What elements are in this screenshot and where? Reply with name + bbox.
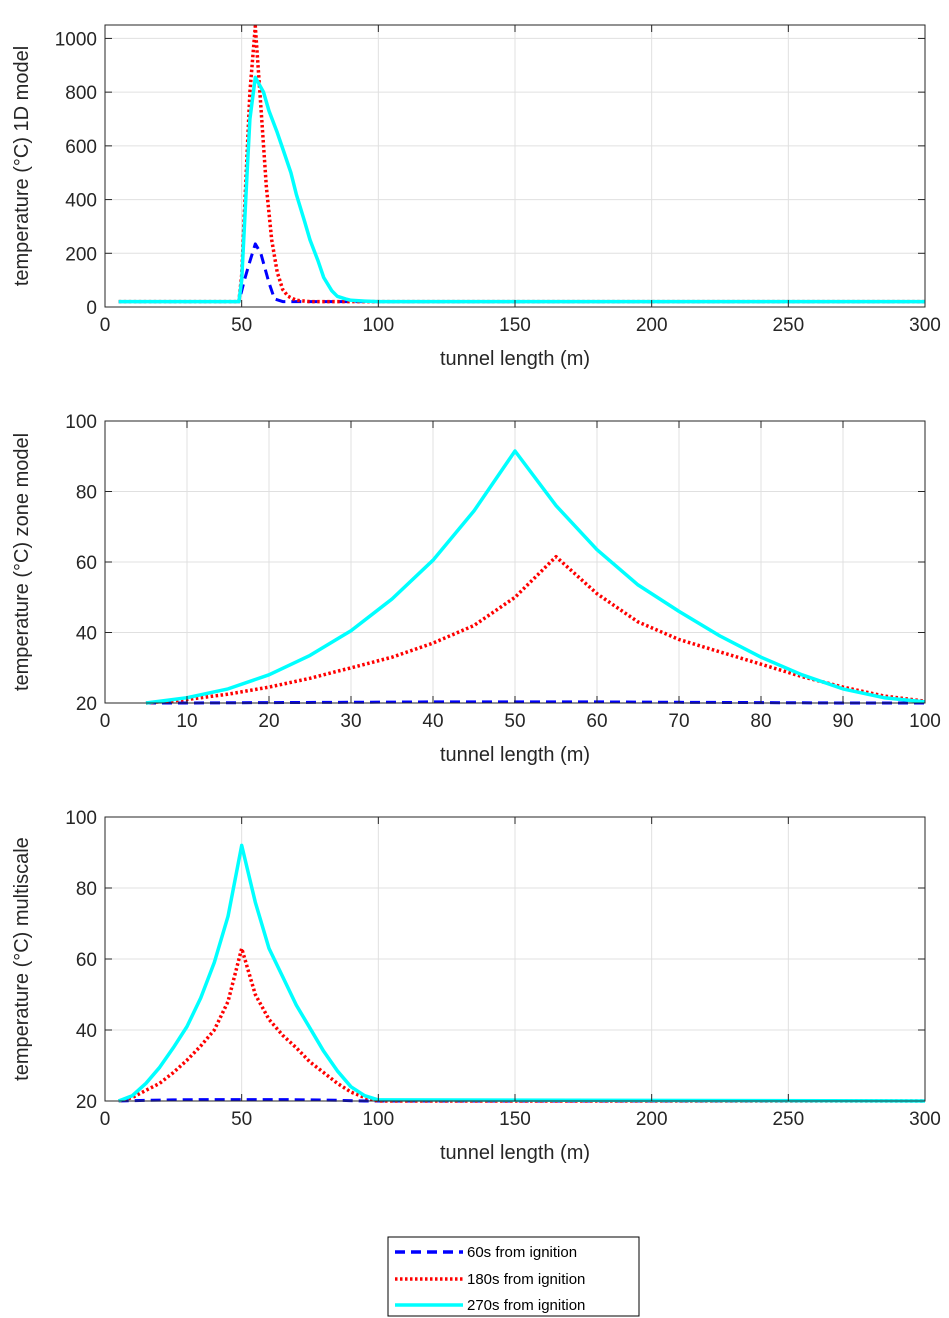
x-tick-label: 50 — [231, 315, 252, 336]
series-line-2 — [118, 24, 925, 304]
x-tick-label: 200 — [636, 1109, 668, 1130]
x-axis-label: tunnel length (m) — [440, 348, 590, 370]
y-tick-label: 80 — [76, 879, 97, 900]
y-tick-label: 1000 — [55, 29, 97, 50]
y-axis-label: temperature (°C) zone model — [11, 433, 33, 691]
x-tick-label: 300 — [909, 1109, 941, 1130]
y-tick-label: 600 — [65, 137, 97, 158]
x-tick-label: 100 — [362, 315, 394, 336]
x-tick-label: 50 — [231, 1109, 252, 1130]
legend-label-60s: 60s from ignition — [467, 1244, 577, 1261]
legend-label-270s: 270s from ignition — [467, 1297, 585, 1314]
series-line-3 — [118, 75, 925, 304]
y-tick-label: 40 — [76, 624, 97, 645]
x-tick-label: 0 — [100, 1109, 111, 1130]
x-tick-label: 80 — [750, 711, 771, 732]
x-tick-label: 60 — [586, 711, 607, 732]
y-tick-label: 40 — [76, 1021, 97, 1042]
y-axis-label: temperature (°C) multiscale — [11, 837, 33, 1081]
plots-layer: 0 50 100 150 200 250 30002004006008001000tunne… — [11, 24, 941, 1164]
y-tick-label: 60 — [76, 553, 97, 574]
legend-label-180s: 180s from ignition — [467, 1271, 585, 1288]
x-tick-label: 100 — [362, 1109, 394, 1130]
series-line-3 — [145, 449, 926, 705]
y-tick-label: 20 — [76, 1092, 97, 1113]
y-tick-label: 800 — [65, 83, 97, 104]
y-tick-label: 100 — [65, 808, 97, 829]
x-tick-label: 150 — [499, 1109, 531, 1130]
x-tick-label: 30 — [340, 711, 361, 732]
y-tick-label: 200 — [65, 244, 97, 265]
legend: 60s from ignition 180s from ignition 270… — [387, 1236, 640, 1317]
y-axis-label: temperature (°C) 1D model — [11, 46, 33, 286]
x-tick-label: 10 — [176, 711, 197, 732]
y-tick-label: 100 — [65, 412, 97, 433]
x-tick-label: 100 — [909, 711, 941, 732]
legend-box — [387, 1236, 640, 1317]
y-tick-label: 60 — [76, 950, 97, 971]
plot-1: 0 50 100 150 200 250 300 0 200 400 600 800 1000 tunne… — [11, 24, 941, 370]
x-tick-label: 40 — [422, 711, 443, 732]
x-axis-label: tunnel length (m) — [440, 1142, 590, 1164]
plot-2: 0 10 20 30 40 50 60 70 80 90 100 20 40 60 80 100 tunnel … — [11, 412, 941, 766]
series-line-2 — [145, 554, 926, 705]
series-line-3 — [118, 843, 926, 1103]
x-tick-label: 70 — [668, 711, 689, 732]
x-tick-label: 90 — [832, 711, 853, 732]
x-tick-label: 250 — [772, 1109, 804, 1130]
x-tick-label: 150 — [499, 315, 531, 336]
x-tick-label: 300 — [909, 315, 941, 336]
x-tick-label: 20 — [258, 711, 279, 732]
x-axis-label: tunnel length (m) — [440, 744, 590, 766]
x-tick-label: 50 — [504, 711, 525, 732]
y-tick-label: 80 — [76, 483, 97, 504]
y-tick-label: 400 — [65, 191, 97, 212]
y-tick-label: 20 — [76, 694, 97, 715]
series-line-2 — [118, 946, 925, 1103]
x-tick-label: 200 — [636, 315, 668, 336]
plot-3: 0 50 100 150 200 250 300 20 40 60 80 100 tunnel leng… — [11, 808, 941, 1164]
x-tick-label: 250 — [772, 315, 804, 336]
y-tick-label: 0 — [86, 298, 97, 319]
x-tick-label: 0 — [100, 711, 111, 732]
x-tick-label: 0 — [100, 315, 111, 336]
